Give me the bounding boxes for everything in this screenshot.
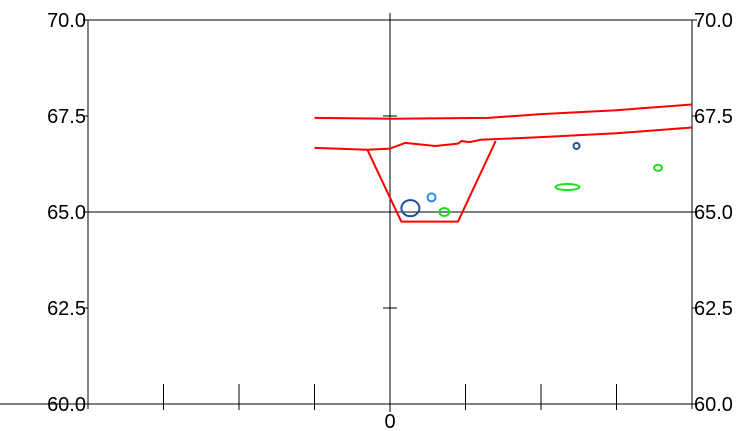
series-line [314,126,693,151]
data-point [572,141,581,150]
series-line [314,103,693,120]
series-lines [314,103,693,223]
y-tick-label-left: 65.0 [47,202,86,224]
data-markers [400,141,664,218]
data-point [426,192,437,203]
y-tick-label-left: 62.5 [47,298,86,320]
y-tick-label-right: 67.5 [694,106,733,128]
x-tick-label: 0 [384,411,395,431]
y-tick-label-left: 67.5 [47,106,86,128]
data-point [653,163,664,172]
y-tick-label-right: 65.0 [694,202,733,224]
plot-frame [0,13,693,412]
y-tick-label-left: 60.0 [47,394,86,416]
data-point [400,199,421,218]
y-tick-label-right: 60.0 [694,394,733,416]
axis-ticks [83,19,697,410]
data-point [438,207,451,217]
data-point [554,183,581,192]
series-line [366,140,497,223]
y-tick-label-right: 62.5 [694,298,733,320]
tick-labels: 70.0 70.0 67.5 67.5 65.0 65.0 62.5 62.5 60.0 60.0… [47,10,733,431]
y-tick-label-left: 70.0 [47,10,86,32]
y-tick-label-right: 70.0 [694,10,733,32]
